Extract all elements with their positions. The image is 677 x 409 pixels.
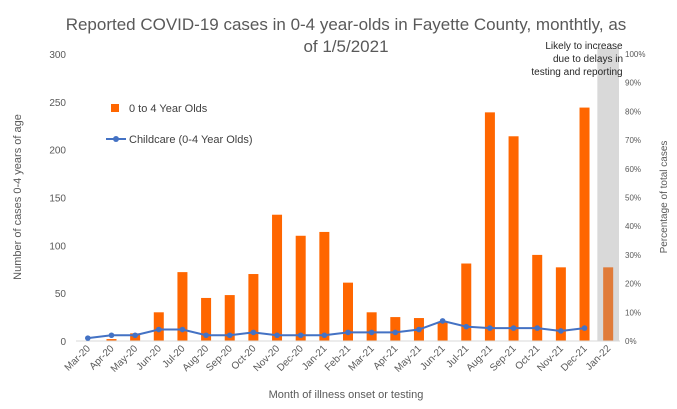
x-tick-label: Jun-20 <box>135 343 165 373</box>
x-tick-label: Dec-20 <box>275 343 306 374</box>
y2-tick-label: 90% <box>625 79 641 88</box>
line-point-Apr-20 <box>108 332 115 339</box>
bar-Jun-20 <box>153 312 164 341</box>
bar-Jun-21 <box>437 321 448 341</box>
y-tick-label: 50 <box>55 289 67 300</box>
bar-Jan-21 <box>319 231 330 341</box>
line-point-Feb-21 <box>345 329 351 336</box>
y-tick-label: 300 <box>49 50 66 61</box>
x-tick-label: Jan-22 <box>584 343 614 373</box>
line-point-Sep-20 <box>226 332 233 339</box>
bar-Nov-21 <box>555 267 566 341</box>
bar-Jan-22 <box>603 267 614 341</box>
bar-Aug-20 <box>201 297 212 341</box>
x-tick-label: Mar-20 <box>63 343 93 373</box>
bar-Jul-20 <box>177 272 188 341</box>
y-tick-label: 200 <box>49 146 66 157</box>
x-tick-label: Dec-21 <box>559 343 590 374</box>
x-axis-ticks: Mar-20Apr-20May-20Jun-20Jul-20Aug-20Sep-… <box>63 343 614 375</box>
x-axis-title: Month of illness onset or testing <box>269 389 424 401</box>
line-point-Oct-21 <box>534 325 541 331</box>
y2-tick-label: 70% <box>625 136 641 145</box>
legend-label-bar: 0 to 4 Year Olds <box>129 103 208 115</box>
highlight-band <box>597 48 619 341</box>
line-point-Mar-20 <box>85 335 91 341</box>
line-point-Jul-20 <box>179 326 186 333</box>
y2-tick-label: 100% <box>625 50 645 59</box>
bar-Sep-21 <box>508 136 519 341</box>
x-tick-label: May-21 <box>393 343 425 375</box>
y2-tick-label: 40% <box>625 222 641 231</box>
line-point-Jun-21 <box>439 318 446 324</box>
y2-tick-label: 20% <box>625 280 641 289</box>
bar-Oct-21 <box>532 254 543 341</box>
y2-tick-label: 50% <box>625 194 641 203</box>
chart-title-line1: Reported COVID-19 cases in 0-4 year-olds… <box>66 15 627 34</box>
annotation-line2: due to delays in <box>553 54 623 65</box>
legend-label-line: Childcare (0-4 Year Olds) <box>129 134 253 146</box>
bar-Dec-21 <box>579 107 590 341</box>
line-series-layer <box>85 318 588 341</box>
bar-Sep-20 <box>224 295 235 341</box>
line-point-Mar-21 <box>368 329 375 336</box>
y2-tick-label: 30% <box>625 251 641 260</box>
annotation-line3: testing and reporting <box>531 67 622 78</box>
y2-tick-label: 0% <box>625 337 637 346</box>
y2-tick-label: 80% <box>625 107 641 116</box>
highlight-band-layer <box>597 48 619 341</box>
line-point-Apr-21 <box>392 329 399 336</box>
chart-title-line2: of 1/5/2021 <box>303 37 388 56</box>
line-point-Dec-21 <box>581 325 588 331</box>
x-tick-label: May-20 <box>109 343 141 375</box>
x-tick-label: Jun-21 <box>418 343 448 373</box>
y-tick-label: 0 <box>60 337 66 348</box>
bar-Oct-20 <box>248 274 259 341</box>
y2-axis-title: Percentage of total cases <box>659 141 670 254</box>
line-point-Jan-21 <box>321 332 328 339</box>
line-point-Jul-21 <box>463 323 470 330</box>
line-point-Jun-20 <box>155 326 162 333</box>
bar-Aug-21 <box>484 112 495 342</box>
bar-series-layer <box>106 107 614 342</box>
annotation-line1: Likely to increase <box>545 41 623 52</box>
line-point-Sep-21 <box>510 325 517 331</box>
y2-tick-label: 10% <box>625 308 641 317</box>
line-point-May-20 <box>132 332 138 339</box>
bar-Feb-21 <box>343 282 353 341</box>
legend: 0 to 4 Year Olds Childcare (0-4 Year Old… <box>106 103 253 146</box>
line-point-Aug-21 <box>487 325 493 331</box>
y2-axis-ticks: 0% 10% 20% 30% 40% 50% 60% 70% 80% 90% 100% <box>625 50 645 346</box>
line-point-Nov-21 <box>558 328 564 334</box>
line-point-May-21 <box>416 326 422 333</box>
y-axis-title: Number of cases 0-4 years of age <box>12 114 24 280</box>
bar-Nov-20 <box>272 214 283 341</box>
bar-Mar-21 <box>366 312 377 341</box>
bar-Apr-21 <box>390 317 401 341</box>
bar-Dec-20 <box>295 235 306 341</box>
y2-tick-label: 60% <box>625 165 641 174</box>
x-tick-label: Sep-20 <box>204 343 235 374</box>
line-point-Aug-20 <box>203 332 209 339</box>
y-tick-label: 250 <box>49 98 66 109</box>
line-point-Oct-20 <box>250 329 257 336</box>
legend-swatch-bar <box>111 104 119 112</box>
y-axis-ticks: 0 50 100 150 200 250 300 <box>49 50 66 348</box>
bar-Jul-21 <box>461 263 472 341</box>
legend-swatch-marker <box>113 136 119 142</box>
line-series-path <box>87 319 585 340</box>
bar-Apr-20 <box>106 339 117 341</box>
line-point-Nov-20 <box>274 332 280 339</box>
x-tick-label: Mar-21 <box>347 343 377 373</box>
y-tick-label: 150 <box>49 194 66 205</box>
x-tick-label: Sep-21 <box>488 343 519 374</box>
annotation: Likely to increase due to delays in test… <box>531 41 623 78</box>
line-point-Dec-20 <box>297 332 304 339</box>
y-tick-label: 100 <box>49 241 66 252</box>
